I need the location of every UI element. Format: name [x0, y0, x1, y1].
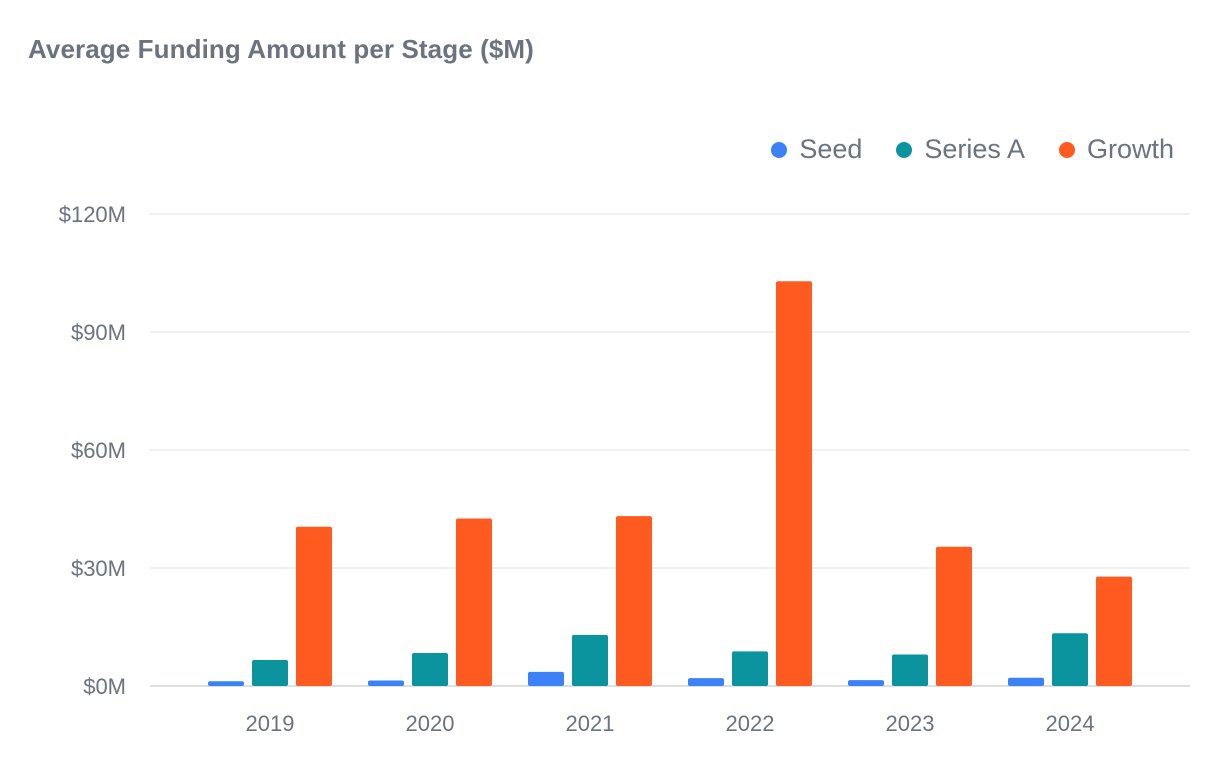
legend-dot-growth: [1058, 141, 1075, 158]
bar-series-a-2021[interactable]: [572, 634, 608, 686]
bar-series-a-2019[interactable]: [252, 660, 288, 686]
x-tick-label: 2021: [566, 711, 615, 736]
bar-seed-2022[interactable]: [688, 678, 724, 686]
legend-dot-series-a: [896, 141, 913, 158]
y-tick-label: $120M: [59, 202, 126, 227]
legend-label-growth: Growth: [1086, 134, 1174, 164]
bar-series-a-2022[interactable]: [732, 651, 768, 686]
bar-growth-2021[interactable]: [616, 516, 652, 686]
bar-series-a-2023[interactable]: [892, 654, 928, 686]
bar-seed-2020[interactable]: [368, 680, 404, 686]
bar-series-a-2020[interactable]: [412, 652, 448, 686]
legend-label-seed: Seed: [799, 134, 863, 164]
x-tick-label: 2023: [886, 711, 935, 736]
x-tick-label: 2019: [246, 711, 295, 736]
chart-title: Average Funding Amount per Stage ($M): [28, 34, 534, 64]
legend-dot-seed: [771, 141, 788, 158]
bar-growth-2024[interactable]: [1096, 576, 1132, 686]
bar-seed-2019[interactable]: [208, 681, 244, 686]
bar-growth-2020[interactable]: [456, 518, 492, 686]
y-tick-label: $60M: [71, 438, 126, 463]
bar-growth-2023[interactable]: [936, 546, 972, 686]
y-tick-label: $30M: [71, 556, 126, 581]
x-tick-label: 2020: [406, 711, 455, 736]
x-tick-label: 2024: [1046, 711, 1095, 736]
bar-growth-2019[interactable]: [296, 526, 332, 686]
y-tick-label: $90M: [71, 320, 126, 345]
bar-growth-2022[interactable]: [776, 281, 812, 686]
bar-seed-2024[interactable]: [1008, 677, 1044, 686]
legend-label-series-a: Series A: [924, 134, 1025, 164]
legend: Seed Series A Growth: [771, 134, 1174, 165]
x-tick-label: 2022: [726, 711, 775, 736]
bar-seed-2021[interactable]: [528, 671, 564, 686]
bar-seed-2023[interactable]: [848, 680, 884, 686]
legend-item-series-a[interactable]: Series A: [896, 134, 1025, 165]
legend-item-growth[interactable]: Growth: [1058, 134, 1174, 165]
legend-item-seed[interactable]: Seed: [771, 134, 862, 165]
bar-series-a-2024[interactable]: [1052, 633, 1088, 686]
y-tick-label: $0M: [83, 674, 126, 699]
